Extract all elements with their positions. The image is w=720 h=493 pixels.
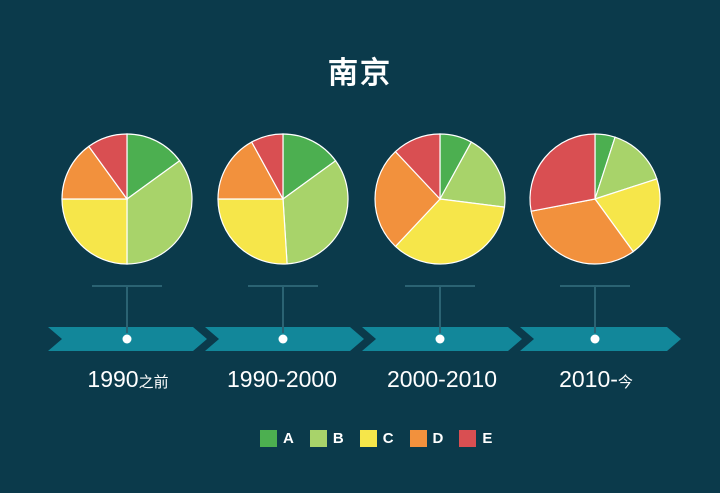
timeline-dot-3 (435, 334, 445, 344)
legend-label: C (382, 430, 394, 447)
legend-item-e: E (459, 430, 492, 447)
period-label-1: 1990之前 (48, 366, 208, 393)
pie-slice-e-3 (394, 133, 441, 201)
period-main: 2000-2010 (387, 366, 497, 392)
pie-slice-b-2 (282, 159, 349, 265)
period-suffix: 今 (617, 374, 633, 391)
timeline-dot-2 (278, 334, 288, 344)
pie-slice-e-2 (250, 133, 284, 200)
period-main: 2010- (559, 366, 618, 392)
pie-slice-e-1 (87, 133, 128, 201)
period-label-4: 2010-今 (516, 366, 676, 393)
period-label-3: 2000-2010 (362, 366, 522, 393)
legend-label: D (432, 430, 444, 447)
legend-swatch (409, 430, 427, 447)
legend-item-b: B (309, 430, 344, 447)
pie-slice-d-3 (374, 150, 441, 248)
pie-slice-a-1 (126, 133, 181, 201)
period-label-2: 1990-2000 (202, 366, 362, 393)
legend: A B C D E (260, 430, 492, 447)
legend-swatch (260, 430, 277, 447)
timeline-dot-4 (590, 334, 600, 344)
legend-label: E (482, 430, 493, 447)
pie-slice-d-2 (217, 141, 285, 200)
pie-slice-c-1 (61, 198, 128, 265)
timeline-segment-4 (520, 327, 681, 351)
pie-slice-d-1 (61, 145, 129, 200)
legend-label: A (283, 430, 294, 447)
pie-slice-e-4 (529, 133, 596, 212)
page-title: 南京 (328, 56, 392, 91)
pie-slice-c-2 (217, 198, 288, 265)
pie-slice-c-4 (594, 178, 661, 253)
pie-slice-b-1 (126, 159, 193, 265)
pie-slice-c-3 (394, 198, 506, 265)
period-suffix: 之前 (138, 374, 169, 391)
legend-label: B (332, 430, 344, 447)
pie-slice-d-4 (530, 198, 635, 265)
pie-slice-b-3 (439, 141, 506, 208)
legend-swatch (459, 430, 477, 447)
period-main: 1990 (87, 366, 139, 392)
legend-item-d: D (409, 430, 444, 447)
legend-swatch (309, 430, 327, 447)
period-main: 1990-2000 (227, 366, 337, 392)
timeline-dot-1 (122, 334, 132, 344)
legend-item-c: C (359, 430, 394, 447)
pie-slice-a-2 (282, 133, 337, 201)
legend-swatch (359, 430, 377, 447)
legend-item-a: A (260, 430, 294, 447)
